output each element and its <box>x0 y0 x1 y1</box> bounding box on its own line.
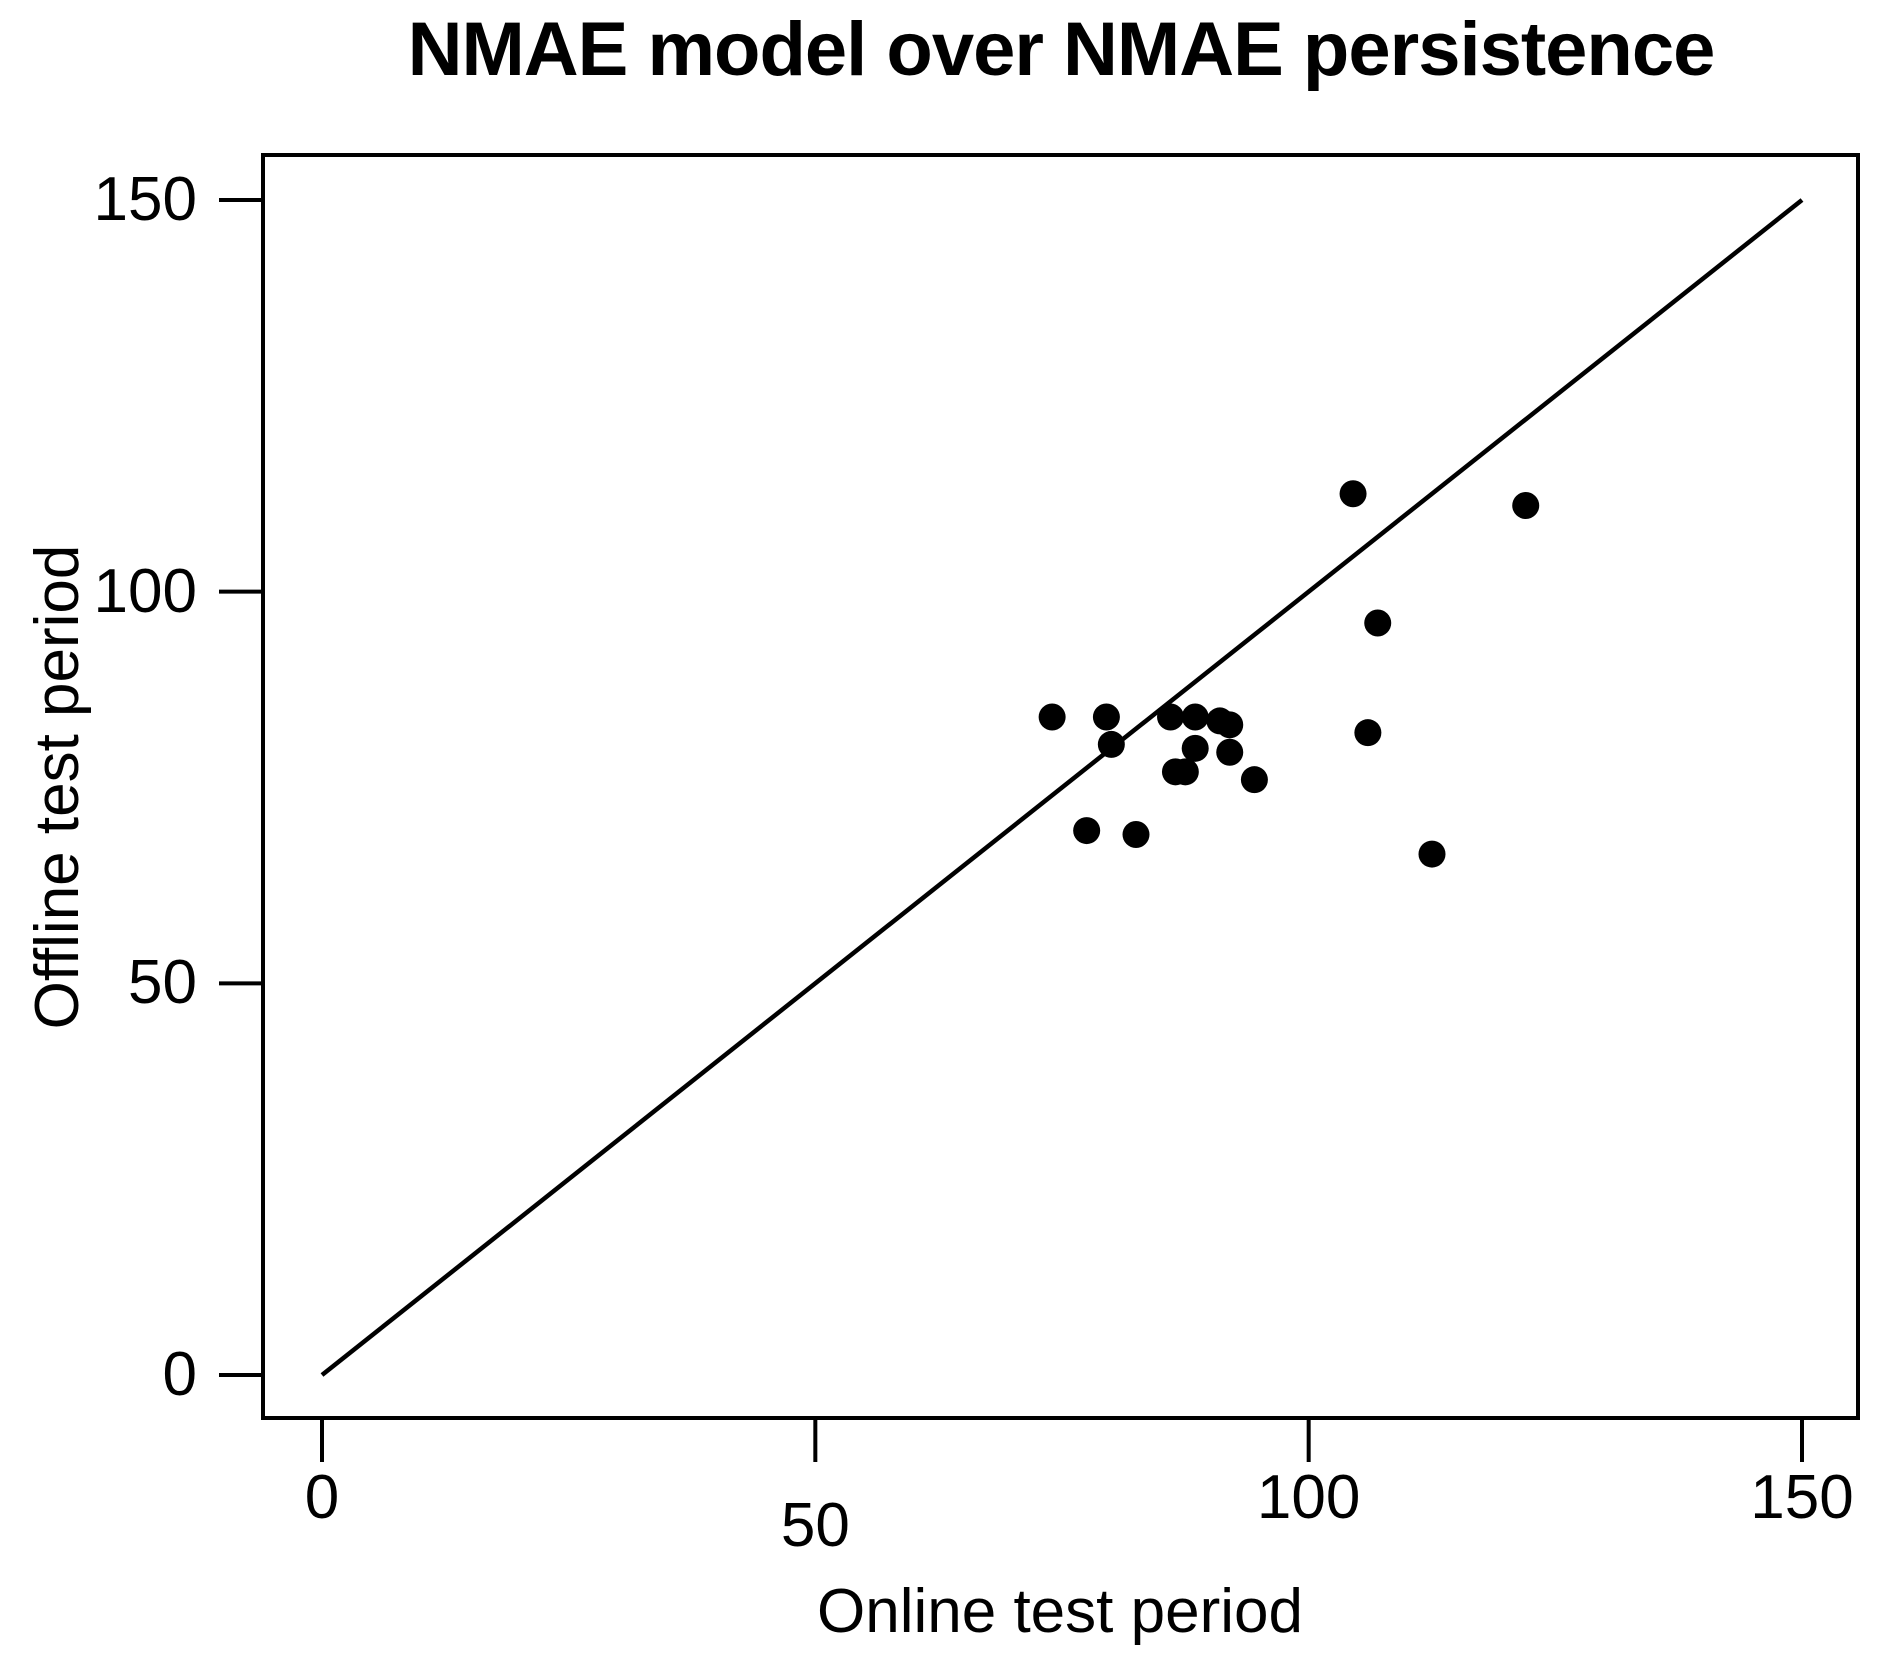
x-axis-title: Online test period <box>817 1577 1303 1646</box>
data-point <box>1512 492 1540 519</box>
y-tick-label: 50 <box>128 948 197 1018</box>
data-point <box>1181 703 1209 731</box>
data-point <box>1038 703 1066 731</box>
data-point <box>1339 480 1367 508</box>
chart-title: NMAE model over NMAE persistence <box>407 7 1716 92</box>
data-point <box>1092 703 1120 731</box>
data-point <box>1216 738 1244 766</box>
data-point <box>1122 821 1150 848</box>
x-tick-label: 50 <box>780 1491 850 1560</box>
data-point <box>1171 758 1199 786</box>
x-tick-label: 0 <box>304 1463 340 1532</box>
data-point <box>1073 817 1101 845</box>
plot-border <box>261 153 1860 1420</box>
y-tick-label: 0 <box>162 1340 197 1409</box>
data-point <box>1097 730 1125 758</box>
data-point <box>1418 840 1446 868</box>
x-tick-label: 100 <box>1256 1463 1361 1532</box>
data-point <box>1364 609 1392 637</box>
data-point <box>1216 711 1244 739</box>
data-point <box>1157 703 1185 731</box>
x-tick-label: 150 <box>1750 1463 1854 1532</box>
y-tick-label: 150 <box>93 165 197 234</box>
data-point <box>1354 719 1382 747</box>
identity-line <box>320 198 1804 1377</box>
data-point <box>1181 734 1209 762</box>
y-axis-title: Offline test period <box>23 544 92 1030</box>
y-tick-label: 100 <box>93 556 197 626</box>
data-point <box>1240 766 1268 794</box>
